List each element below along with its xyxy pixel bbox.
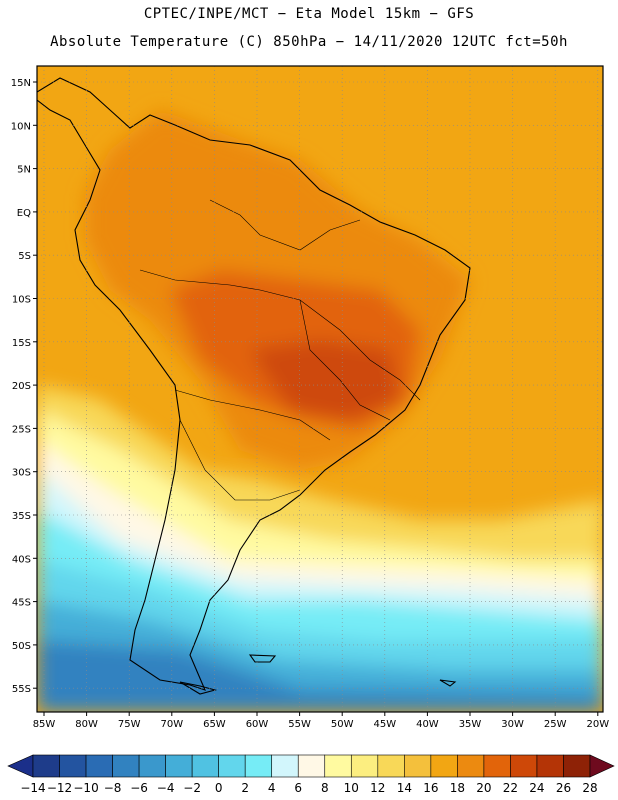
- colorbar-tick-label: −2: [183, 781, 201, 795]
- colorbar-tick-label: 24: [529, 781, 544, 795]
- colorbar-swatch: [563, 754, 591, 778]
- coastline: [37, 77, 471, 695]
- map-frame: [36, 65, 604, 713]
- lon-tick-label: 60W: [246, 719, 269, 730]
- lat-tick-label: 55S: [12, 684, 31, 695]
- colorbar-swatch: [112, 754, 140, 778]
- lon-tick-label: 75W: [118, 719, 141, 730]
- colorbar-tick-label: 28: [582, 781, 597, 795]
- lat-tick-label: 25S: [12, 424, 31, 435]
- lon-tick-label: 20W: [586, 719, 609, 730]
- colorbar-swatch: [404, 754, 432, 778]
- lat-tick-label: 50S: [12, 641, 31, 652]
- colorbar-tick-label: 26: [556, 781, 571, 795]
- colorbar-tick-label: 8: [321, 781, 329, 795]
- longitude-axis: 85W 80W 75W 70W 65W 60W 55W 50W 45W 40W 35W 30W 25W 2…: [33, 712, 609, 730]
- lat-tick-label: 35S: [12, 511, 31, 522]
- temperature-field: [37, 66, 603, 712]
- colorbar-tick-label: −10: [73, 781, 98, 795]
- colorbar-tick-label: 0: [215, 781, 223, 795]
- colorbar-swatch: [377, 754, 405, 778]
- coast-islands: [179, 654, 457, 695]
- band-neg2C: [37, 640, 603, 712]
- colorbar-swatch: [483, 754, 511, 778]
- colorbar-swatch: [324, 754, 352, 778]
- country-borders: [139, 199, 421, 501]
- lon-tick-label: 25W: [544, 719, 567, 730]
- lon-tick-label: 70W: [160, 719, 183, 730]
- colorbar-swatch: [59, 754, 87, 778]
- lat-tick-label: 20S: [12, 381, 31, 392]
- colorbar-tick-label: −8: [104, 781, 122, 795]
- colorbar-tick-label: 2: [241, 781, 249, 795]
- lat-tick-label: 10S: [12, 295, 31, 306]
- colorbar-tick-label: 12: [370, 781, 385, 795]
- continent-warm-22C: [250, 340, 400, 420]
- colorbar-arrow-left: [7, 754, 34, 778]
- lon-tick-label: 50W: [331, 719, 354, 730]
- colorbar-tick-label: −6: [130, 781, 148, 795]
- lat-tick-label: 30S: [12, 468, 31, 479]
- colorbar-swatch: [138, 754, 166, 778]
- latitude-axis: 15N 10N 5N EQ 5S 10S 15S 20S 25S 30S 35S 40S 45S 50S 5…: [11, 78, 37, 695]
- lon-tick-label: 55W: [288, 719, 311, 730]
- lat-tick-label: 15S: [12, 338, 31, 349]
- colorbar-swatch: [536, 754, 564, 778]
- colorbar-swatch: [271, 754, 299, 778]
- colorbar-swatch: [350, 754, 379, 778]
- lat-tick-label: 40S: [12, 554, 31, 565]
- colorbar-tick-label: 22: [503, 781, 518, 795]
- colorbar-tick-label: 14: [397, 781, 412, 795]
- colorbar-tick-label: −14: [20, 781, 45, 795]
- colorbar-tick-label: 10: [344, 781, 359, 795]
- lon-tick-label: 40W: [416, 719, 439, 730]
- lat-tick-label: EQ: [17, 208, 31, 219]
- colorbar-arrow-right: [589, 754, 615, 778]
- lon-tick-label: 65W: [203, 719, 226, 730]
- lat-tick-label: 45S: [12, 598, 31, 609]
- colorbar-swatch: [218, 754, 246, 778]
- colorbar-swatch: [297, 754, 326, 778]
- colorbar-tick-label: −4: [157, 781, 175, 795]
- lon-tick-label: 35W: [459, 719, 482, 730]
- colorbar-tick-label: 20: [476, 781, 491, 795]
- chart-title-line1: CPTEC/INPE/MCT − Eta Model 15km − GFS: [143, 6, 475, 22]
- lat-tick-label: 5S: [18, 251, 31, 262]
- colorbar-swatch: [191, 754, 219, 778]
- colorbar-swatch: [165, 754, 193, 778]
- colorbar-swatch: [244, 754, 273, 778]
- colorbar-swatch: [457, 754, 485, 778]
- lat-tick-label: 15N: [11, 78, 31, 89]
- lat-tick-label: 5N: [17, 165, 31, 176]
- colorbar-swatch: [430, 754, 458, 778]
- colorbar-tick-label: −12: [47, 781, 72, 795]
- colorbar-swatch: [85, 754, 113, 778]
- lon-tick-label: 85W: [33, 719, 56, 730]
- lon-tick-label: 45W: [373, 719, 396, 730]
- lat-tick-label: 10N: [11, 121, 31, 132]
- colorbar-swatch: [510, 754, 538, 778]
- chart-title-line2: Absolute Temperature (C) 850hPa − 14/11/…: [50, 34, 568, 50]
- colorbar-tick-label: 16: [423, 781, 438, 795]
- lon-tick-label: 30W: [501, 719, 524, 730]
- temperature-colorbar: −14 −12 −10 −8 −6 −4 −2 0 2 4 6 8 10 12 14 16 18 20 22 24 26…: [7, 754, 615, 795]
- colorbar-swatch: [32, 754, 60, 778]
- colorbar-tick-label: 18: [450, 781, 465, 795]
- colorbar-tick-label: 6: [294, 781, 302, 795]
- colorbar-tick-label: 4: [268, 781, 276, 795]
- lon-tick-label: 80W: [75, 719, 98, 730]
